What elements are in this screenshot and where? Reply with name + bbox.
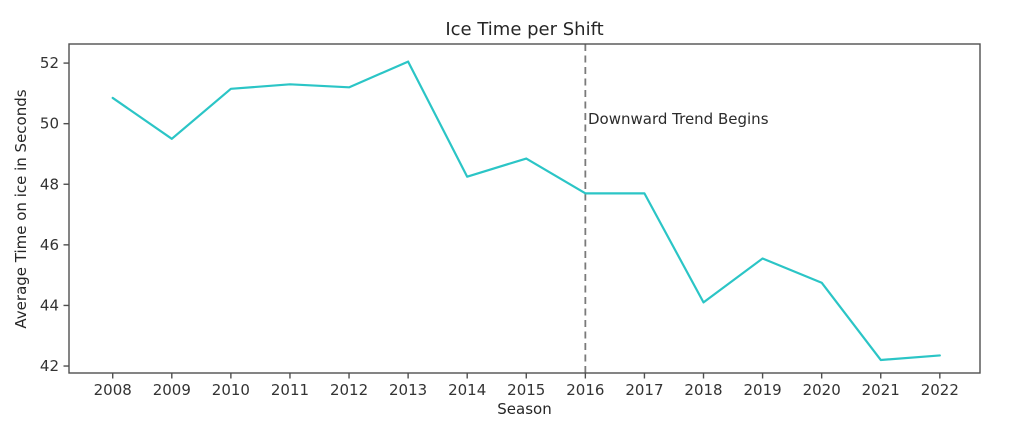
x-tick-label: 2011 bbox=[271, 381, 309, 399]
x-tick-label: 2015 bbox=[507, 381, 545, 399]
chart-title: Ice Time per Shift bbox=[445, 19, 604, 40]
x-tick-label: 2021 bbox=[862, 381, 900, 399]
y-tick-label: 50 bbox=[40, 115, 59, 133]
x-tick-label: 2020 bbox=[803, 381, 841, 399]
x-tick-label: 2008 bbox=[94, 381, 132, 399]
x-tick-label: 2016 bbox=[566, 381, 604, 399]
x-tick-label: 2010 bbox=[212, 381, 250, 399]
x-tick-label: 2012 bbox=[330, 381, 368, 399]
plot-frame bbox=[68, 43, 981, 374]
x-tick-label: 2014 bbox=[448, 381, 486, 399]
x-tick-label: 2019 bbox=[743, 381, 781, 399]
y-tick-label: 48 bbox=[40, 175, 59, 193]
x-tick-label: 2009 bbox=[153, 381, 191, 399]
x-tick-label: 2022 bbox=[921, 381, 959, 399]
x-tick-label: 2013 bbox=[389, 381, 427, 399]
x-tick-label: 2017 bbox=[625, 381, 663, 399]
x-axis-label: Season bbox=[497, 400, 552, 418]
x-tick-label: 2018 bbox=[684, 381, 722, 399]
y-tick-label: 52 bbox=[40, 54, 59, 72]
y-tick-label: 46 bbox=[40, 236, 59, 254]
y-tick-label: 42 bbox=[40, 357, 59, 375]
annotation-text: Downward Trend Begins bbox=[588, 110, 769, 128]
data-line bbox=[111, 60, 941, 362]
y-tick-label: 44 bbox=[40, 296, 59, 314]
